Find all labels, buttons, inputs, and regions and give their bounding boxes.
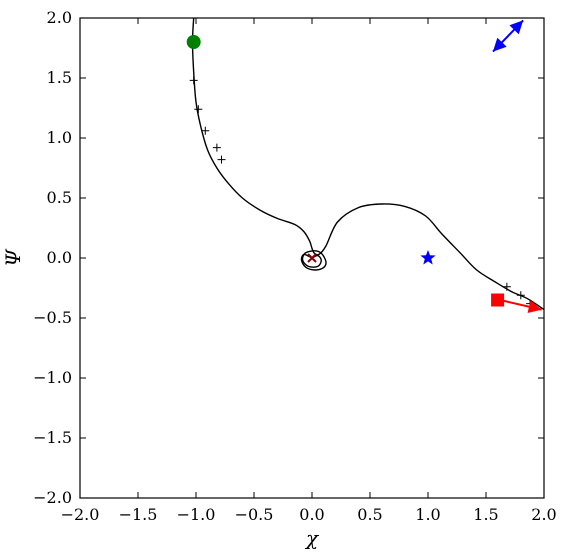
blue-arrow-head <box>509 20 524 35</box>
y-tick-label: 0.5 <box>47 188 72 207</box>
red-arrow-head <box>527 300 542 314</box>
x-tick-label: −1.5 <box>119 505 158 524</box>
y-tick-label: −1.0 <box>33 368 72 387</box>
plus-marker <box>212 143 221 152</box>
y-axis-label: Ψ <box>1 248 25 267</box>
x-tick-label: 2.0 <box>531 505 556 524</box>
y-tick-label: 0.0 <box>47 248 72 267</box>
x-tick-label: 0.5 <box>357 505 382 524</box>
x-tick-label: −0.5 <box>235 505 274 524</box>
start-point-marker <box>186 35 201 49</box>
arrow-group <box>492 19 542 314</box>
plus-marker <box>201 126 210 135</box>
y-tick-label: −0.5 <box>33 308 72 327</box>
trajectory-line <box>300 250 327 271</box>
x-axis-label: χ <box>304 526 320 550</box>
blue-arrow-tail-head <box>492 37 507 52</box>
center-x-marker <box>307 253 317 263</box>
x-tick-label: 1.5 <box>473 505 498 524</box>
trajectory-line <box>191 17 545 311</box>
x-tick-label: −1.0 <box>177 505 216 524</box>
y-tick-label: 1.5 <box>47 68 72 87</box>
plus-marker <box>516 291 525 300</box>
axis-ticks: −2.0 −1.5 −1.0 −0.5 0.0 0.5 1.0 1.5 2.0−2.0−1.5−… <box>33 8 557 524</box>
x-tick-label: −2.0 <box>61 505 100 524</box>
y-tick-label: 2.0 <box>47 8 72 27</box>
plus-marker <box>217 155 226 164</box>
plus-marker <box>194 105 203 114</box>
y-tick-label: −1.5 <box>33 428 72 447</box>
x-tick-label: 1.0 <box>415 505 440 524</box>
plus-marker <box>502 282 511 291</box>
y-tick-label: −2.0 <box>33 488 72 507</box>
series-group <box>189 17 545 311</box>
x-tick-label: 0.0 <box>299 505 324 524</box>
square-marker <box>491 293 505 307</box>
star-marker <box>420 250 436 265</box>
plus-marker <box>189 76 198 85</box>
marker-group <box>186 35 505 307</box>
y-tick-label: 1.0 <box>47 128 72 147</box>
